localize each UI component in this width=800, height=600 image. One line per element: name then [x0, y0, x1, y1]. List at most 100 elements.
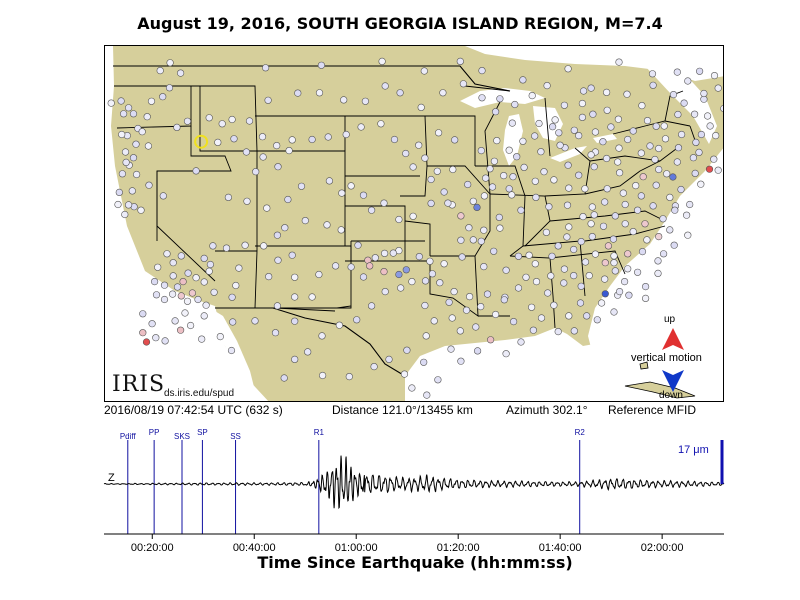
- station-marker: [570, 272, 578, 280]
- station-marker: [591, 128, 600, 136]
- station-marker: [451, 136, 459, 144]
- station-marker: [439, 89, 447, 97]
- map-svg: [105, 46, 723, 401]
- station-marker: [609, 235, 618, 243]
- station-marker: [198, 335, 206, 343]
- station-marker: [652, 181, 660, 189]
- station-marker: [464, 180, 472, 189]
- bahamas: [639, 361, 649, 370]
- station-marker: [142, 338, 151, 346]
- station-marker: [666, 226, 674, 234]
- station-marker: [472, 323, 480, 331]
- station-marker: [337, 226, 345, 234]
- station-marker: [563, 233, 571, 241]
- hudson-bay-channel: [645, 66, 717, 144]
- station-marker: [674, 144, 683, 152]
- station-marker: [565, 312, 573, 320]
- station-marker: [347, 263, 355, 271]
- station-marker: [669, 173, 677, 181]
- station-marker: [291, 273, 299, 281]
- station-marker: [496, 95, 504, 103]
- station-marker: [659, 215, 667, 223]
- x-tick-label: 02:00:00: [641, 542, 684, 554]
- station-marker: [258, 133, 267, 141]
- station-marker: [428, 270, 437, 278]
- station-marker: [490, 157, 499, 165]
- station-marker: [655, 144, 663, 153]
- station-marker: [632, 182, 640, 190]
- down-arrow-icon: [662, 370, 684, 392]
- station-marker: [396, 89, 404, 97]
- station-marker: [560, 279, 568, 287]
- station-marker: [666, 193, 674, 201]
- station-marker: [473, 203, 481, 211]
- station-marker: [458, 253, 466, 261]
- station-marker: [338, 189, 346, 197]
- station-marker: [340, 96, 348, 104]
- station-marker: [173, 283, 182, 291]
- station-marker: [513, 153, 521, 161]
- station-marker: [482, 174, 490, 182]
- station-marker: [205, 267, 213, 275]
- station-marker: [531, 260, 539, 268]
- station-marker: [192, 274, 200, 282]
- station-marker: [183, 297, 192, 305]
- station-marker: [457, 236, 465, 244]
- iris-url: ds.iris.edu/spud: [164, 388, 235, 399]
- station-marker: [633, 268, 642, 276]
- station-marker: [366, 262, 374, 270]
- station-marker: [205, 114, 213, 122]
- station-marker: [505, 146, 513, 154]
- station-marker: [137, 206, 145, 214]
- station-marker: [621, 220, 629, 228]
- up-arrow-icon: [662, 328, 684, 350]
- station-marker: [502, 266, 510, 274]
- station-marker: [409, 212, 417, 220]
- station-marker: [579, 213, 587, 221]
- station-marker: [200, 254, 208, 262]
- station-marker: [342, 130, 350, 139]
- station-marker: [315, 89, 324, 97]
- station-marker: [624, 250, 632, 258]
- station-marker: [422, 332, 430, 340]
- station-marker: [641, 294, 650, 302]
- station-marker: [580, 87, 588, 95]
- event-time-info: 2016/08/19 07:42:54 UTC (632 s): [104, 403, 283, 417]
- station-marker: [133, 170, 141, 179]
- station-marker: [245, 117, 254, 125]
- station-marker: [505, 185, 513, 193]
- station-marker: [202, 301, 210, 309]
- station-marker: [281, 224, 289, 232]
- station-marker: [710, 155, 718, 163]
- station-marker: [629, 127, 637, 135]
- station-marker: [661, 135, 670, 143]
- station-marker: [535, 119, 543, 128]
- cuba: [624, 381, 696, 399]
- station-marker: [547, 272, 555, 280]
- station-marker: [444, 199, 452, 207]
- station-marker: [697, 130, 706, 139]
- station-marker: [624, 265, 632, 273]
- station-marker: [308, 135, 316, 144]
- station-marker: [194, 295, 202, 304]
- station-marker: [556, 141, 564, 149]
- station-marker: [514, 252, 523, 260]
- station-marker: [619, 189, 627, 197]
- station-marker: [603, 88, 611, 97]
- station-marker: [611, 267, 619, 275]
- station-marker: [121, 210, 129, 219]
- station-marker: [673, 158, 681, 166]
- station-marker: [581, 258, 590, 266]
- scale-bar-label: 17 μm: [678, 444, 709, 456]
- station-marker: [421, 277, 430, 285]
- station-marker: [638, 101, 646, 110]
- station-marker: [186, 321, 195, 330]
- station-marker: [262, 64, 270, 72]
- station-marker: [615, 58, 623, 66]
- station-marker: [588, 233, 596, 241]
- x-tick-label: 00:40:00: [233, 542, 276, 554]
- station-marker: [669, 90, 678, 99]
- x-tick-label: 01:00:00: [335, 542, 378, 554]
- station-marker: [673, 68, 681, 76]
- station-marker: [273, 141, 281, 150]
